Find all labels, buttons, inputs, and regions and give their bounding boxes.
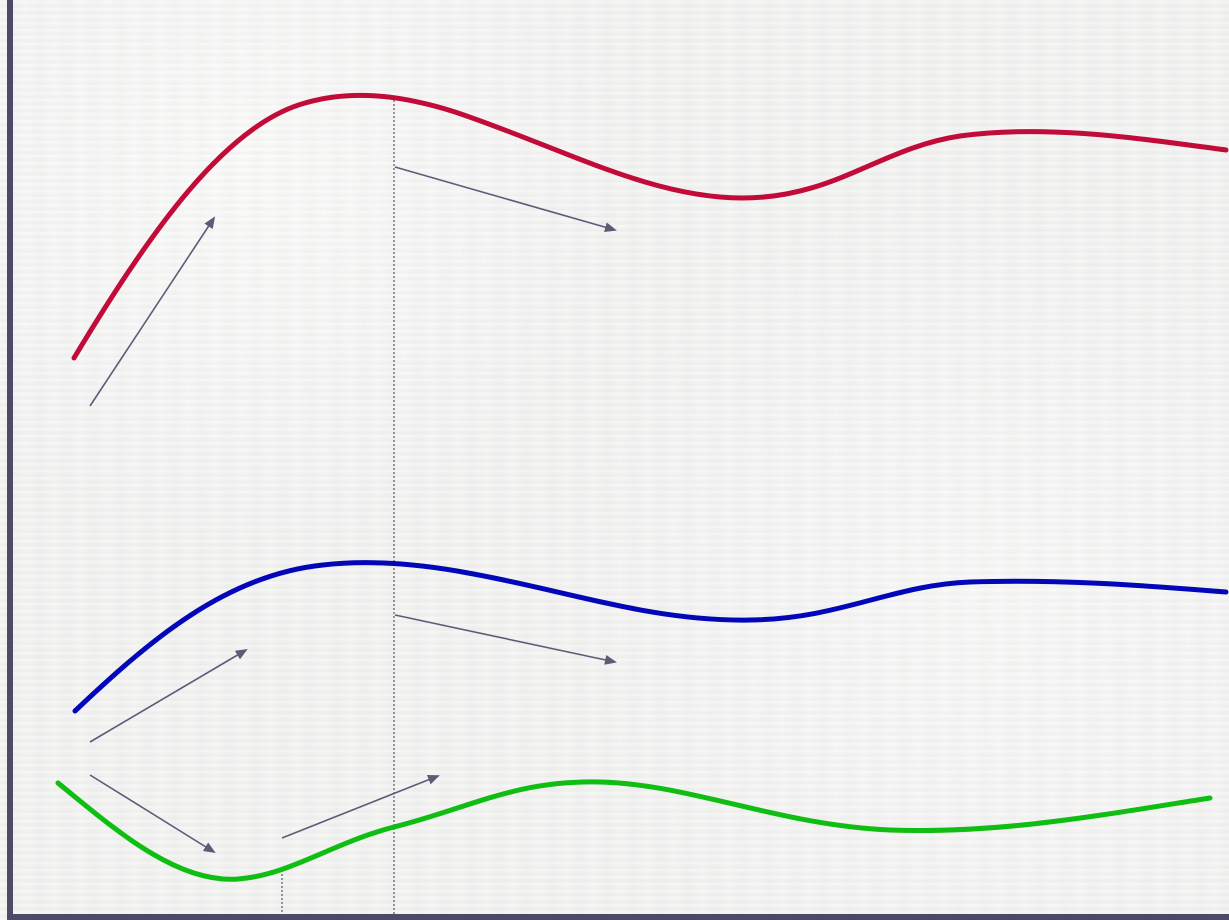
red-rise-arrow — [89, 216, 216, 407]
red-decline-arrow — [394, 166, 617, 233]
blue-decline-arrow — [394, 614, 617, 665]
blue-rise-arrow — [89, 648, 248, 743]
green-dip-arrow — [89, 774, 216, 854]
red-curve — [71, 92, 1229, 361]
green-curve — [55, 779, 1213, 882]
blue-curve — [72, 560, 1229, 714]
green-rise-arrow — [281, 775, 440, 839]
